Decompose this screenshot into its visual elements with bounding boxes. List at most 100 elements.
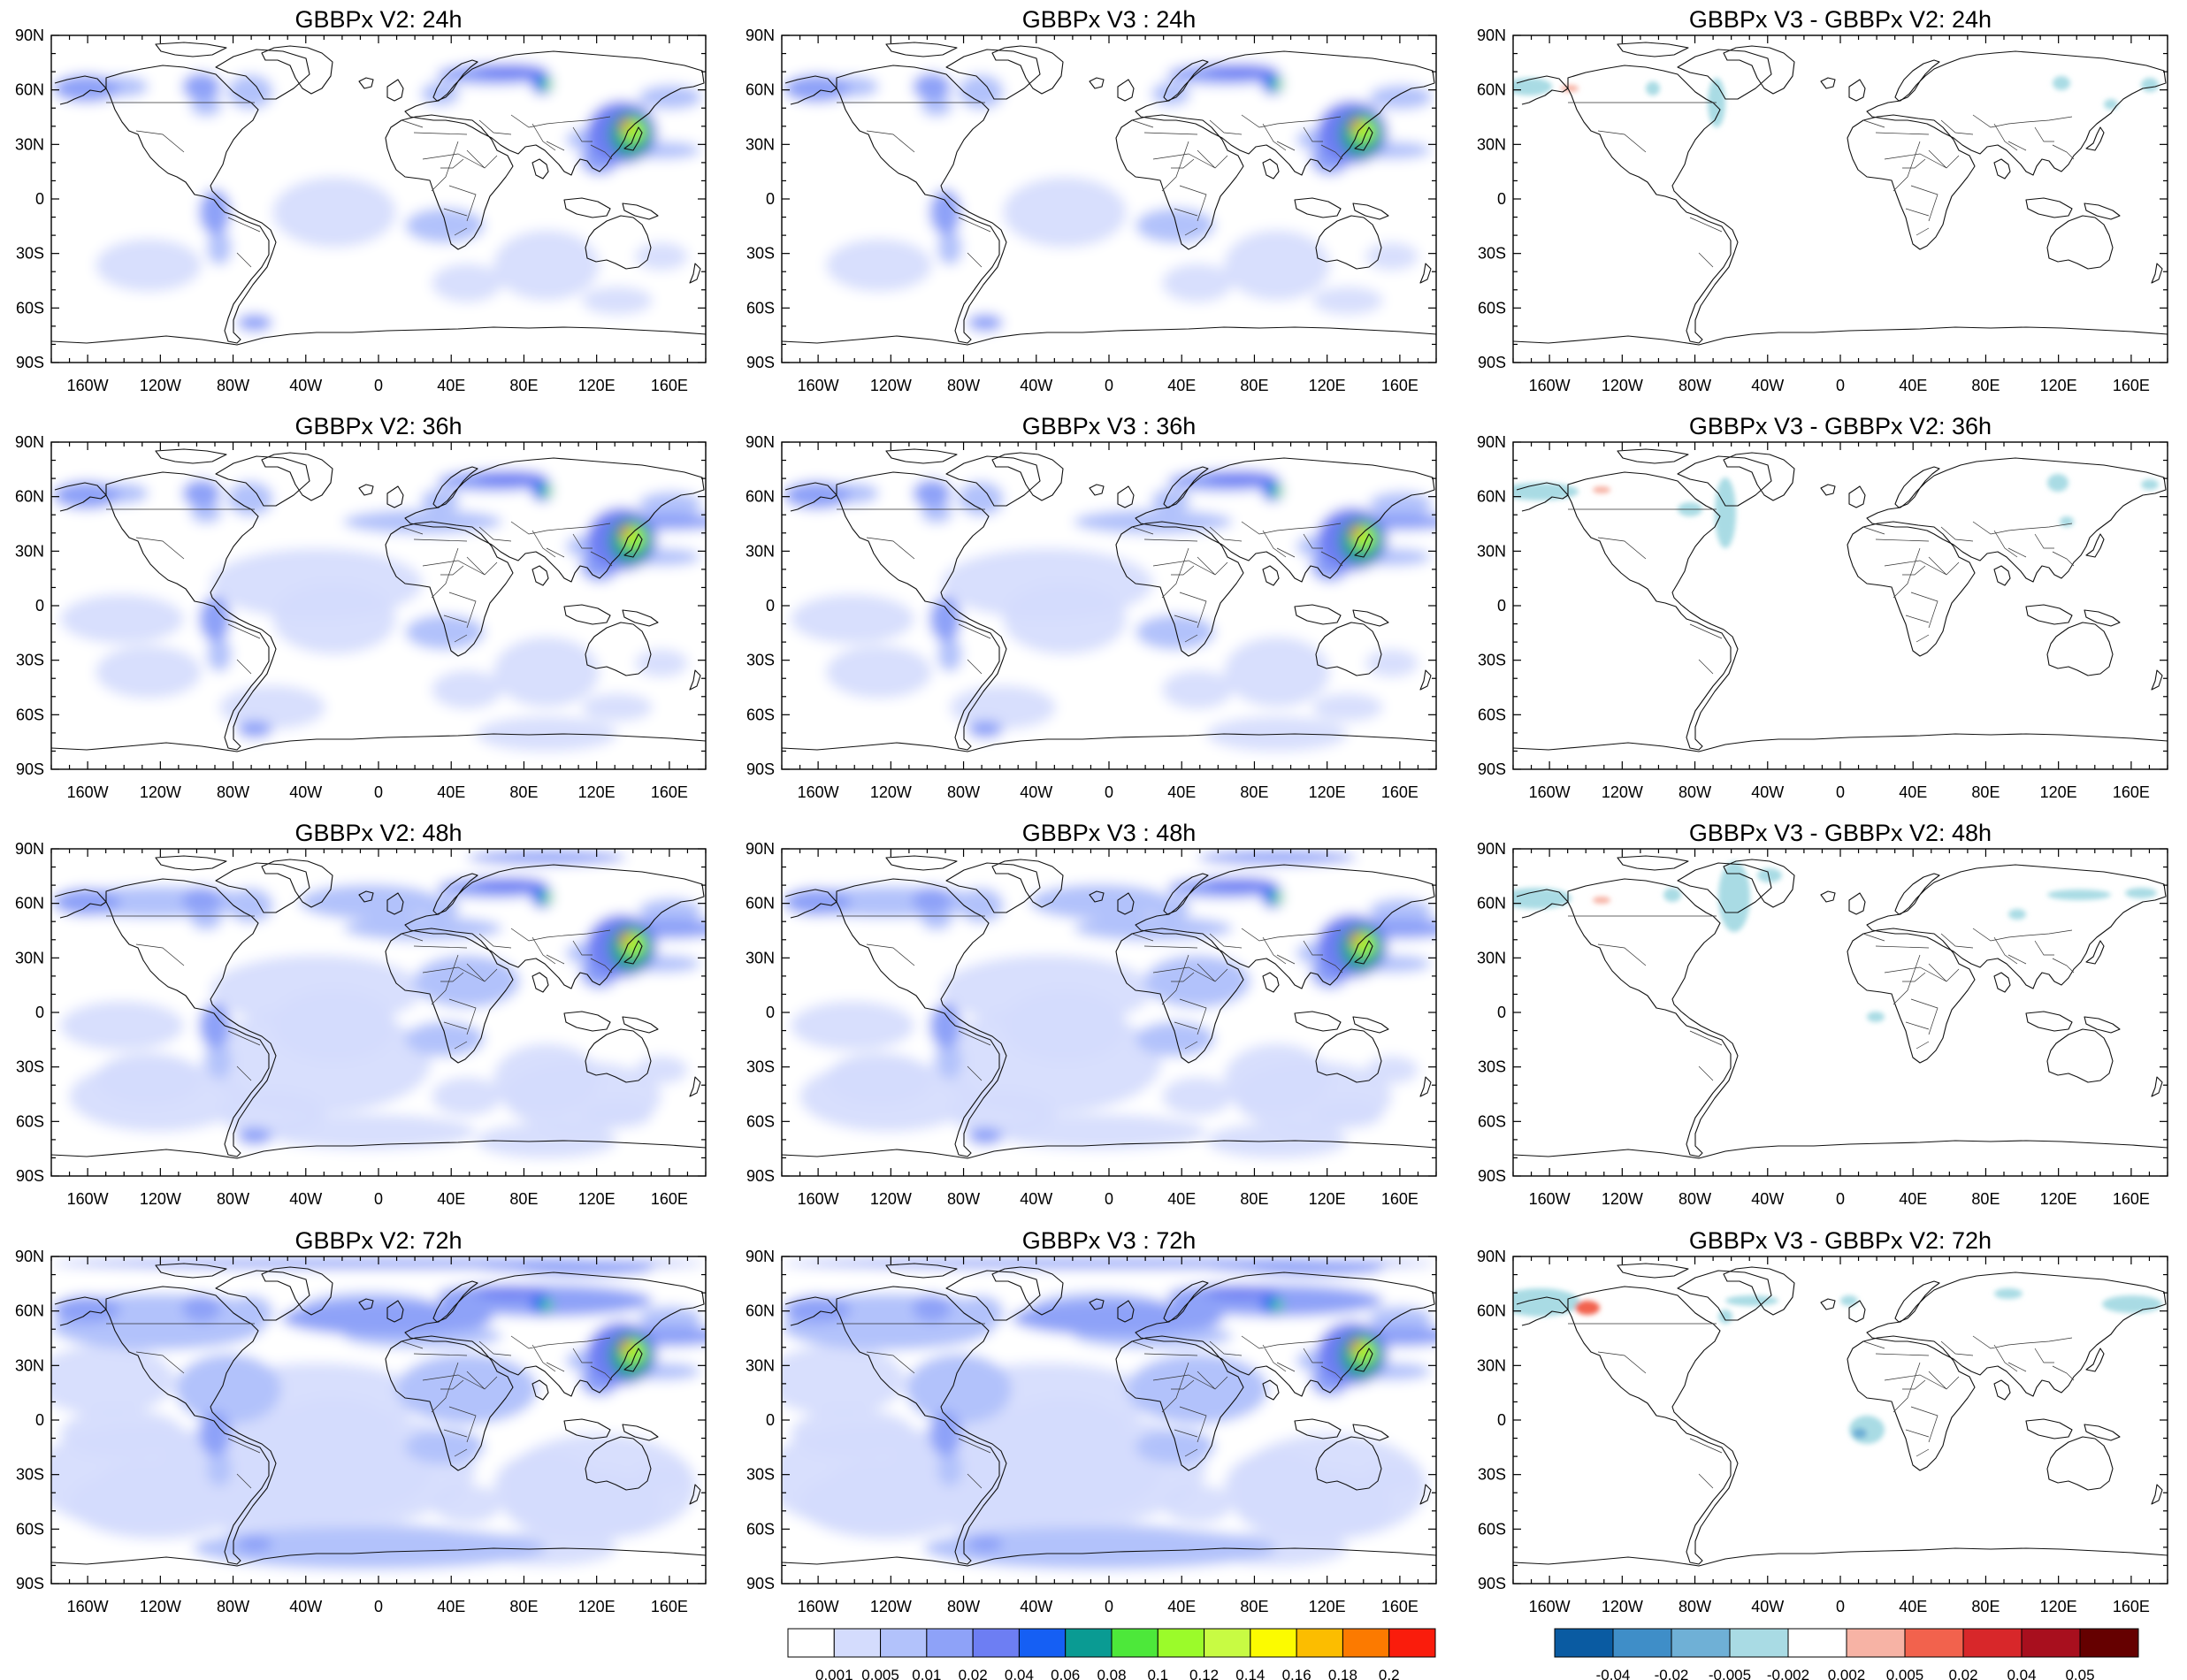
colorbar-label: 0.1	[1147, 1667, 1168, 1680]
colorbar-swatch	[1296, 1628, 1343, 1658]
lat-tick-label: 60N	[1477, 895, 1506, 913]
concentration-field	[782, 442, 1436, 769]
lat-tick-label: 60N	[746, 488, 775, 506]
colorbar-swatch	[1018, 1628, 1067, 1658]
lon-tick-label: 160W	[1529, 1190, 1571, 1208]
colorbar-swatch	[926, 1628, 974, 1658]
axis-ticks	[781, 441, 1437, 770]
lon-tick-label: 40W	[1020, 783, 1052, 801]
colorbar-swatch	[1904, 1628, 1964, 1658]
lat-tick-label: 60S	[1478, 299, 1506, 317]
colorbar-label: 0.06	[1051, 1667, 1080, 1680]
lon-tick-label: 160W	[798, 1598, 839, 1615]
lon-tick-label: 40W	[1751, 783, 1784, 801]
lat-tick-label: 90N	[746, 27, 775, 44]
panel-v2-36h: GBBPx V2: 36h 90N 60N 30N 0 30S 60S 90S 160W 120W…	[15, 413, 707, 801]
lat-tick-label: 30N	[15, 542, 44, 560]
map-area	[1513, 1256, 2168, 1584]
lat-tick-label: 90N	[1477, 27, 1506, 44]
lat-tick-label: 90N	[15, 1248, 44, 1265]
lat-tick-label: 30N	[1477, 542, 1506, 560]
lat-tick-label: 30N	[746, 949, 775, 966]
panel-diff-36h: GBBPx V3 - GBBPx V2: 36h 90N 60N 30N 0 30S 60S…	[1477, 413, 2168, 801]
difference-field	[1513, 474, 2159, 548]
colorbar-swatch	[1388, 1628, 1436, 1658]
lon-tick-label: 80E	[509, 1598, 538, 1615]
concentration-field	[51, 849, 706, 1176]
lon-tick-label: 160E	[2113, 1598, 2150, 1615]
lat-tick-label: 90S	[746, 1167, 775, 1185]
colorbar-label: 0.05	[2065, 1667, 2094, 1680]
lat-tick-label: 90N	[15, 433, 44, 451]
lon-tick-label: 120W	[870, 1598, 912, 1615]
lon-tick-label: 160E	[1381, 1190, 1418, 1208]
panel-title: GBBPx V3 : 24h	[1022, 6, 1197, 33]
lat-tick-label: 60N	[746, 1302, 775, 1320]
lat-tick-label: 30S	[746, 1058, 775, 1076]
axis-ticks	[50, 848, 707, 1177]
lat-tick-label: 90N	[1477, 1248, 1506, 1265]
colorbar-label: 0.005	[1886, 1667, 1924, 1680]
lat-tick-label: 60N	[1477, 488, 1506, 506]
colorbar-label: 0.04	[1005, 1667, 1034, 1680]
lat-tick-label: 30N	[746, 135, 775, 153]
lat-tick-label: 30S	[16, 1466, 44, 1484]
axis-ticks	[781, 1256, 1437, 1585]
axis-ticks	[50, 34, 707, 363]
lat-tick-label: 30N	[15, 135, 44, 153]
axis-ticks	[50, 1256, 707, 1585]
lon-tick-label: 80E	[1971, 377, 2000, 394]
lat-tick-label: 0	[766, 1004, 775, 1021]
axis-ticks	[1512, 441, 2168, 770]
colorbar-label: 0.14	[1235, 1667, 1265, 1680]
lon-tick-label: 80E	[1971, 783, 2000, 801]
difference-field	[1513, 861, 2157, 1022]
colorbar-swatch	[833, 1628, 882, 1658]
lon-tick-label: 120E	[1309, 377, 1346, 394]
lon-tick-label: 80W	[217, 783, 249, 801]
colorbar-swatch	[1065, 1628, 1113, 1658]
concentration-field	[51, 442, 706, 769]
lon-tick-label: 80W	[1678, 1190, 1711, 1208]
colorbar-label: -0.005	[1709, 1667, 1751, 1680]
lon-tick-label: 40W	[1751, 1190, 1784, 1208]
lon-tick-label: 120W	[1602, 783, 1643, 801]
concentration-field	[782, 1256, 1436, 1584]
lon-tick-label: 80E	[1971, 1190, 2000, 1208]
colorbar-swatch	[1846, 1628, 1906, 1658]
colorbar-label: 0.2	[1379, 1667, 1400, 1680]
concentration-field	[51, 35, 706, 363]
panel-grid: GBBPx V2: 24h 90N 60N 30N 0 30S 60S 90S 160W 120W…	[15, 6, 2168, 1615]
panel-title: GBBPx V2: 24h	[294, 6, 462, 33]
lat-tick-label: 60S	[746, 706, 775, 723]
colorbar-swatch	[1342, 1628, 1390, 1658]
lon-tick-label: 120E	[2040, 377, 2077, 394]
lon-tick-label: 80W	[217, 1598, 249, 1615]
concentration-field	[51, 1256, 706, 1584]
lat-tick-label: 30S	[1478, 652, 1506, 669]
lon-tick-label: 80E	[1971, 1598, 2000, 1615]
lon-tick-label: 40W	[1020, 1190, 1052, 1208]
panel-title: GBBPx V2: 72h	[294, 1227, 462, 1254]
lat-tick-label: 60S	[16, 706, 44, 723]
lon-tick-label: 80W	[1678, 1598, 1711, 1615]
colorbar-label: 0.18	[1328, 1667, 1357, 1680]
difference-field	[1513, 76, 2159, 127]
axis-ticks	[50, 441, 707, 770]
lon-tick-label: 80E	[1240, 783, 1268, 801]
lon-tick-label: 80E	[509, 1190, 538, 1208]
colorbar-swatch	[2079, 1628, 2139, 1658]
lat-tick-label: 30S	[16, 1058, 44, 1076]
lon-tick-label: 160W	[1529, 1598, 1571, 1615]
lon-tick-label: 40E	[1167, 377, 1196, 394]
panel-diff-72h: GBBPx V3 - GBBPx V2: 72h 90N 60N 30N 0 30S 60S…	[1477, 1227, 2168, 1615]
lon-tick-label: 80W	[947, 783, 980, 801]
lat-tick-label: 30S	[1478, 245, 1506, 263]
lon-tick-label: 160E	[2113, 1190, 2150, 1208]
map-area	[782, 442, 1436, 769]
lat-tick-label: 60S	[746, 1112, 775, 1130]
lat-tick-label: 60N	[15, 81, 44, 99]
lat-tick-label: 60N	[15, 488, 44, 506]
concentration-field	[782, 35, 1436, 363]
